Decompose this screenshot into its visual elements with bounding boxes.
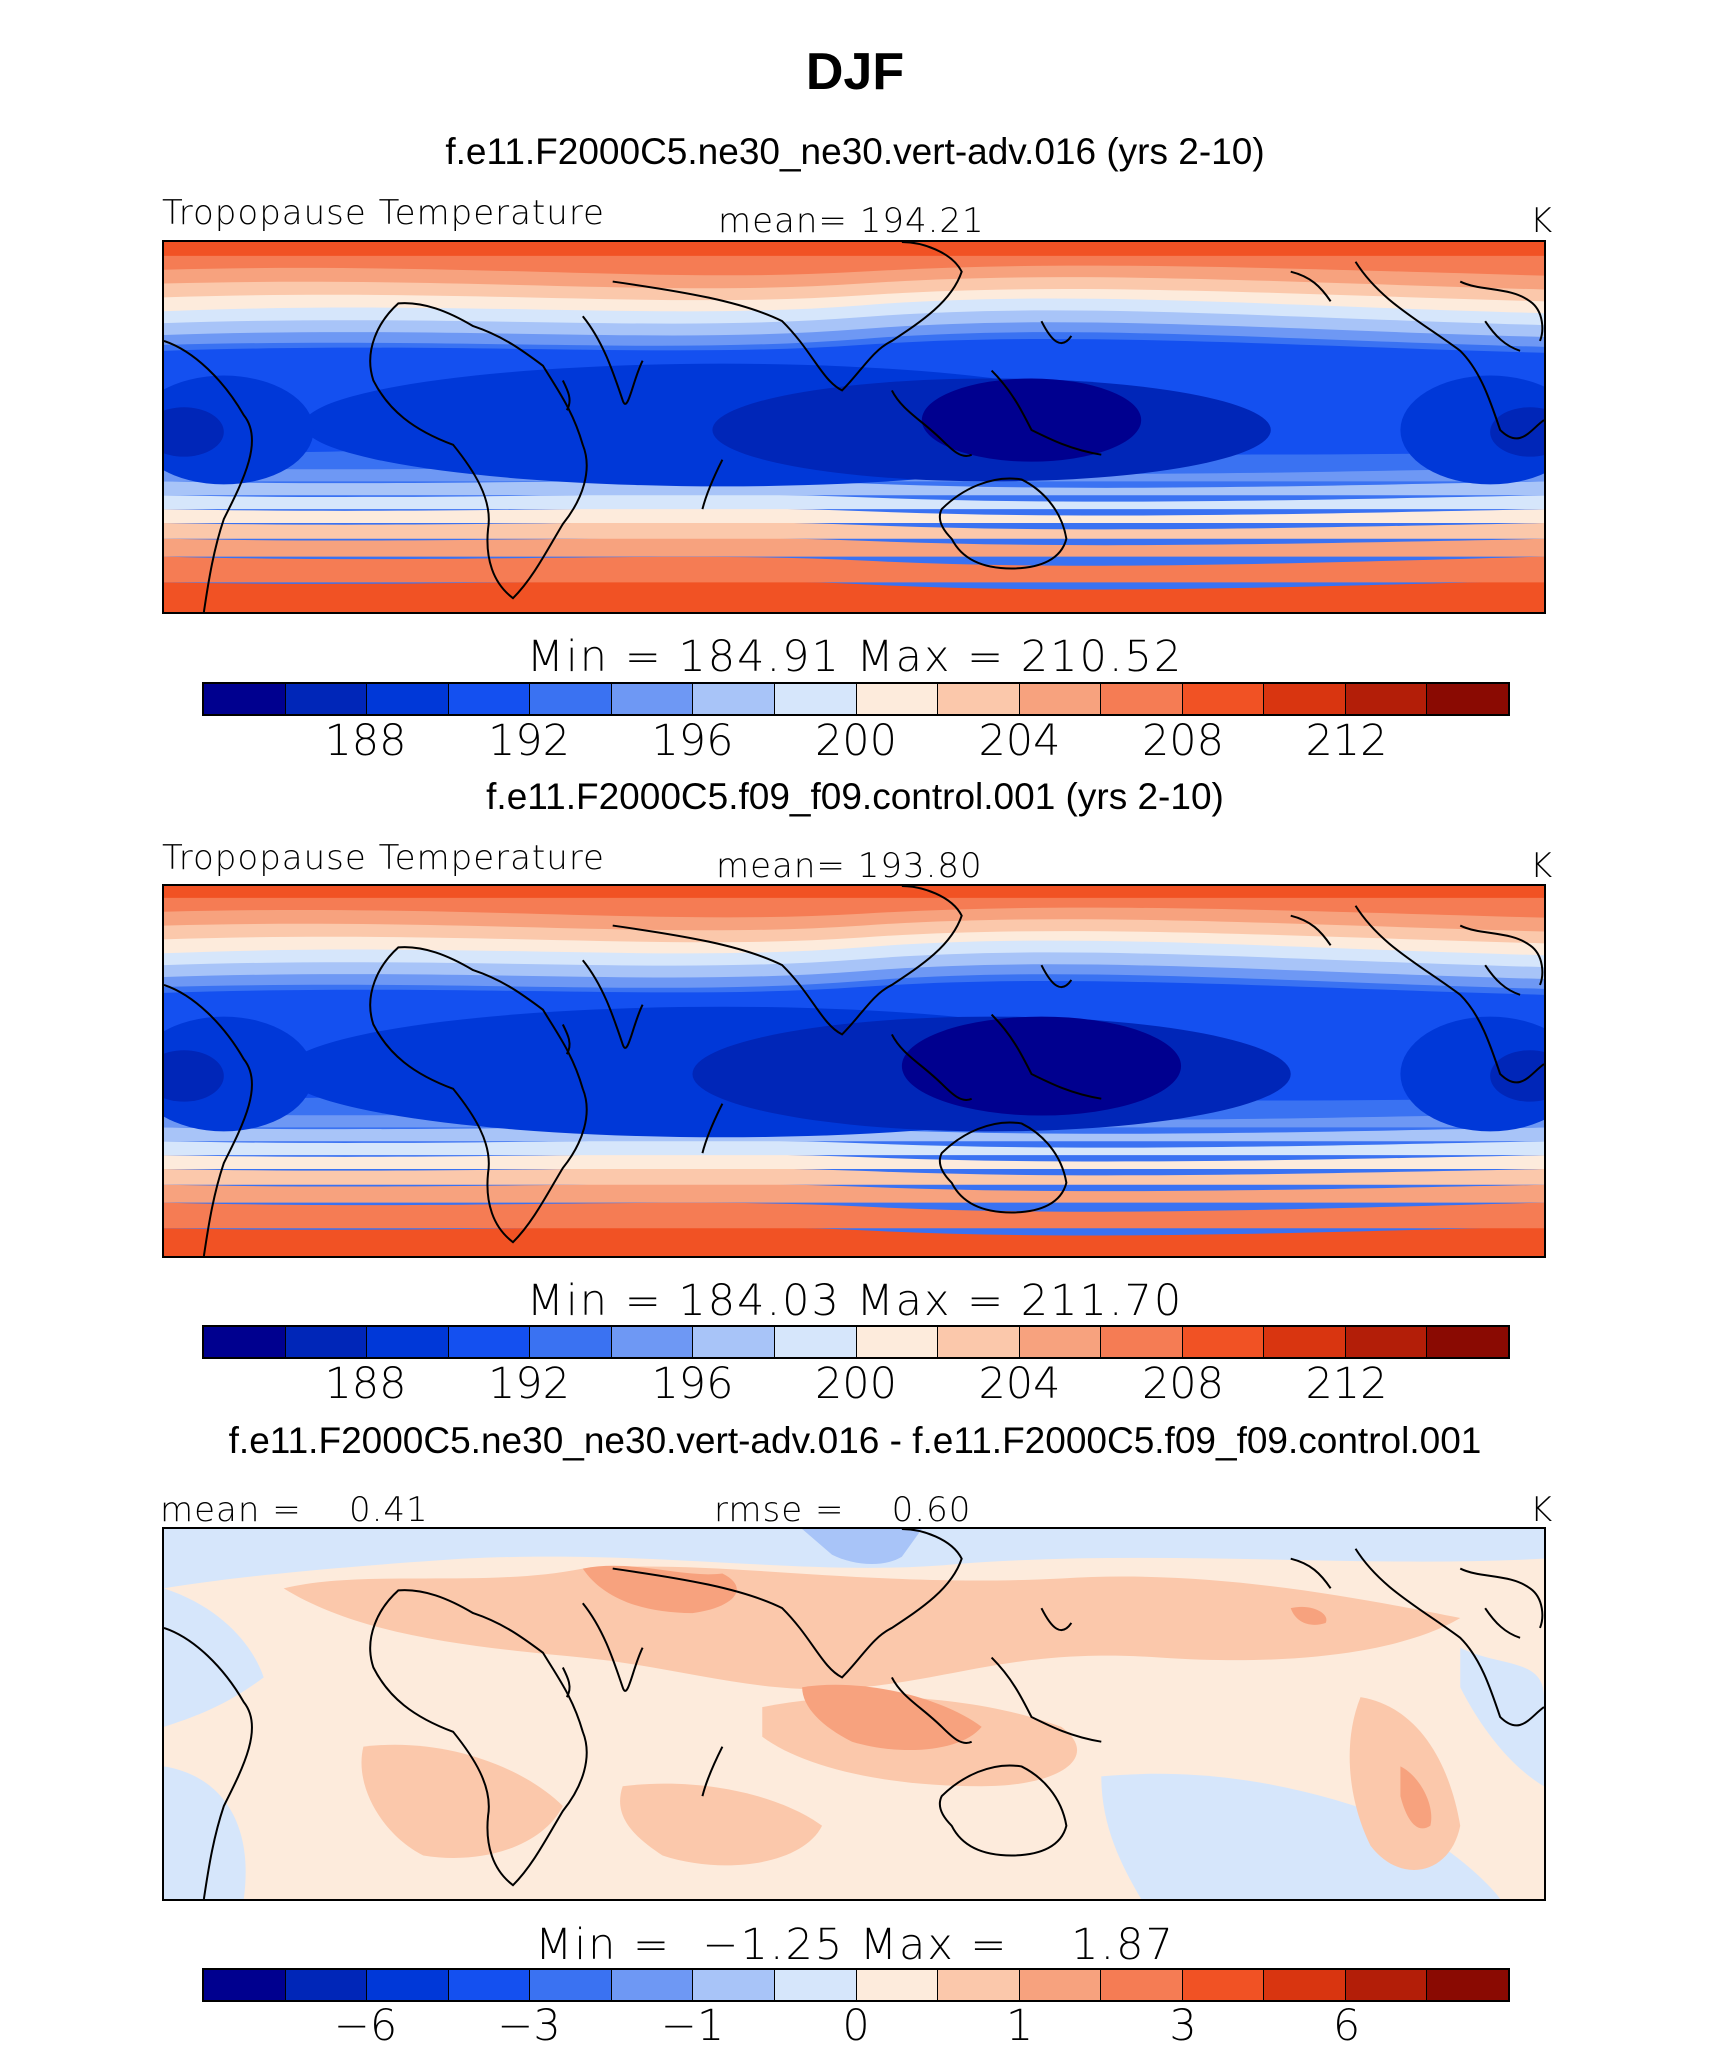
colorbar-swatch (938, 1327, 1020, 1357)
colorbar-swatch (1101, 1970, 1183, 2000)
panel-1-mean-label: mean= 194.21 (718, 201, 985, 241)
colorbar-swatch (1427, 1970, 1508, 2000)
colorbar-swatch (1345, 684, 1428, 714)
colorbar-swatch (1101, 1327, 1183, 1357)
panel-2-contour-field (164, 886, 1544, 1256)
colorbar-swatch (1345, 1970, 1428, 2000)
colorbar-swatch (1182, 1327, 1265, 1357)
panel-1-title: f.e11.F2000C5.ne30_ne30.vert-adv.016 (yr… (445, 131, 1265, 172)
panel-3-minmax: Min = −1.25 Max = 1.87 (535, 1920, 1175, 1970)
colorbar-swatch (285, 1327, 368, 1357)
colorbar-swatch (611, 1970, 694, 2000)
panel-3-mean-label: mean = 0.41 (160, 1490, 429, 1530)
colorbar-swatch (1019, 684, 1102, 714)
colorbar-swatch (367, 684, 449, 714)
panel-3-colorbar-tick: −1 (660, 2001, 725, 2051)
panel-2-units-label: K (1530, 846, 1554, 886)
panel-1-map (162, 240, 1546, 614)
panel-3-contour-field (164, 1529, 1544, 1899)
colorbar-swatch (204, 684, 286, 714)
panel-1-minmax: Min = 184.91 Max = 210.52 (526, 632, 1184, 682)
panel-1-colorbar-tick: 188 (324, 716, 407, 766)
panel-3-colorbar-tick: 1 (1005, 2001, 1034, 2051)
panel-1-colorbar-tick: 200 (814, 716, 898, 766)
panel-2-colorbar (202, 1325, 1510, 1359)
colorbar-swatch (448, 1970, 531, 2000)
panel-2-colorbar-tick: 200 (814, 1359, 898, 1409)
colorbar-swatch (774, 1970, 857, 2000)
colorbar-swatch (530, 1970, 612, 2000)
panel-2-colorbar-tick: 212 (1305, 1359, 1388, 1409)
colorbar-swatch (1019, 1327, 1102, 1357)
colorbar-swatch (1019, 1970, 1102, 2000)
colorbar-swatch (693, 1970, 775, 2000)
colorbar-swatch (1264, 1327, 1346, 1357)
panel-3-colorbar-tick: 3 (1169, 2001, 1197, 2051)
colorbar-swatch (530, 1327, 612, 1357)
panel-1-contour-field (164, 242, 1544, 612)
colorbar-swatch (1427, 1327, 1508, 1357)
panel-2-colorbar-tick: 204 (978, 1359, 1061, 1409)
panel-1-colorbar-tick: 212 (1305, 716, 1388, 766)
colorbar-swatch (448, 684, 531, 714)
colorbar-swatch (204, 1970, 286, 2000)
panel-3-colorbar-tick: −6 (333, 2001, 398, 2051)
colorbar-swatch (1264, 684, 1346, 714)
colorbar-swatch (204, 1327, 286, 1357)
panel-1-colorbar-tick: 208 (1141, 716, 1225, 766)
panel-2-colorbar-tick: 192 (487, 1359, 571, 1409)
panel-1-colorbar-tick: 196 (651, 716, 734, 766)
panel-3-colorbar (202, 1968, 1510, 2002)
panel-1-colorbar-tick: 204 (978, 716, 1061, 766)
colorbar-swatch (285, 1970, 368, 2000)
panel-2-colorbar-tick: 208 (1141, 1359, 1225, 1409)
colorbar-swatch (1101, 684, 1183, 714)
panel-1-units-label: K (1530, 201, 1554, 241)
panel-2-colorbar-tick: 196 (651, 1359, 734, 1409)
panel-1-colorbar-tick: 192 (487, 716, 571, 766)
panel-1-colorbar (202, 682, 1510, 716)
colorbar-swatch (1182, 1970, 1265, 2000)
panel-3-colorbar-tick: −3 (497, 2001, 561, 2051)
panel-2-colorbar-tick: 188 (324, 1359, 407, 1409)
panel-3-units-label: K (1530, 1490, 1554, 1530)
colorbar-swatch (774, 684, 857, 714)
colorbar-swatch (367, 1327, 449, 1357)
figure-title: DJF (805, 43, 905, 101)
colorbar-swatch (938, 684, 1020, 714)
colorbar-swatch (1427, 684, 1508, 714)
colorbar-swatch (367, 1970, 449, 2000)
colorbar-swatch (285, 684, 368, 714)
colorbar-swatch (1345, 1327, 1428, 1357)
colorbar-swatch (611, 1327, 694, 1357)
colorbar-swatch (856, 1970, 939, 2000)
panel-2-title: f.e11.F2000C5.f09_f09.control.001 (yrs 2… (486, 776, 1224, 817)
colorbar-swatch (856, 1327, 939, 1357)
panel-2-map (162, 884, 1546, 1258)
panel-3-colorbar-tick: 6 (1332, 2001, 1361, 2051)
colorbar-swatch (774, 1327, 857, 1357)
colorbar-swatch (693, 1327, 775, 1357)
panel-2-variable-label: Tropopause Temperature (162, 838, 605, 878)
colorbar-swatch (938, 1970, 1020, 2000)
panel-3-rmse-label: rmse = 0.60 (714, 1490, 972, 1530)
colorbar-swatch (611, 684, 694, 714)
panel-2-mean-label: mean= 193.80 (716, 846, 983, 886)
colorbar-swatch (693, 684, 775, 714)
panel-3-colorbar-tick: 0 (842, 2001, 870, 2051)
colorbar-swatch (530, 684, 612, 714)
colorbar-swatch (1264, 1970, 1346, 2000)
colorbar-swatch (1182, 684, 1265, 714)
colorbar-swatch (856, 684, 939, 714)
colorbar-swatch (448, 1327, 531, 1357)
panel-3-title: f.e11.F2000C5.ne30_ne30.vert-adv.016 - f… (228, 1420, 1482, 1461)
panel-3-map (162, 1527, 1546, 1901)
panel-2-minmax: Min = 184.03 Max = 211.70 (526, 1276, 1184, 1326)
panel-1-variable-label: Tropopause Temperature (162, 193, 605, 233)
